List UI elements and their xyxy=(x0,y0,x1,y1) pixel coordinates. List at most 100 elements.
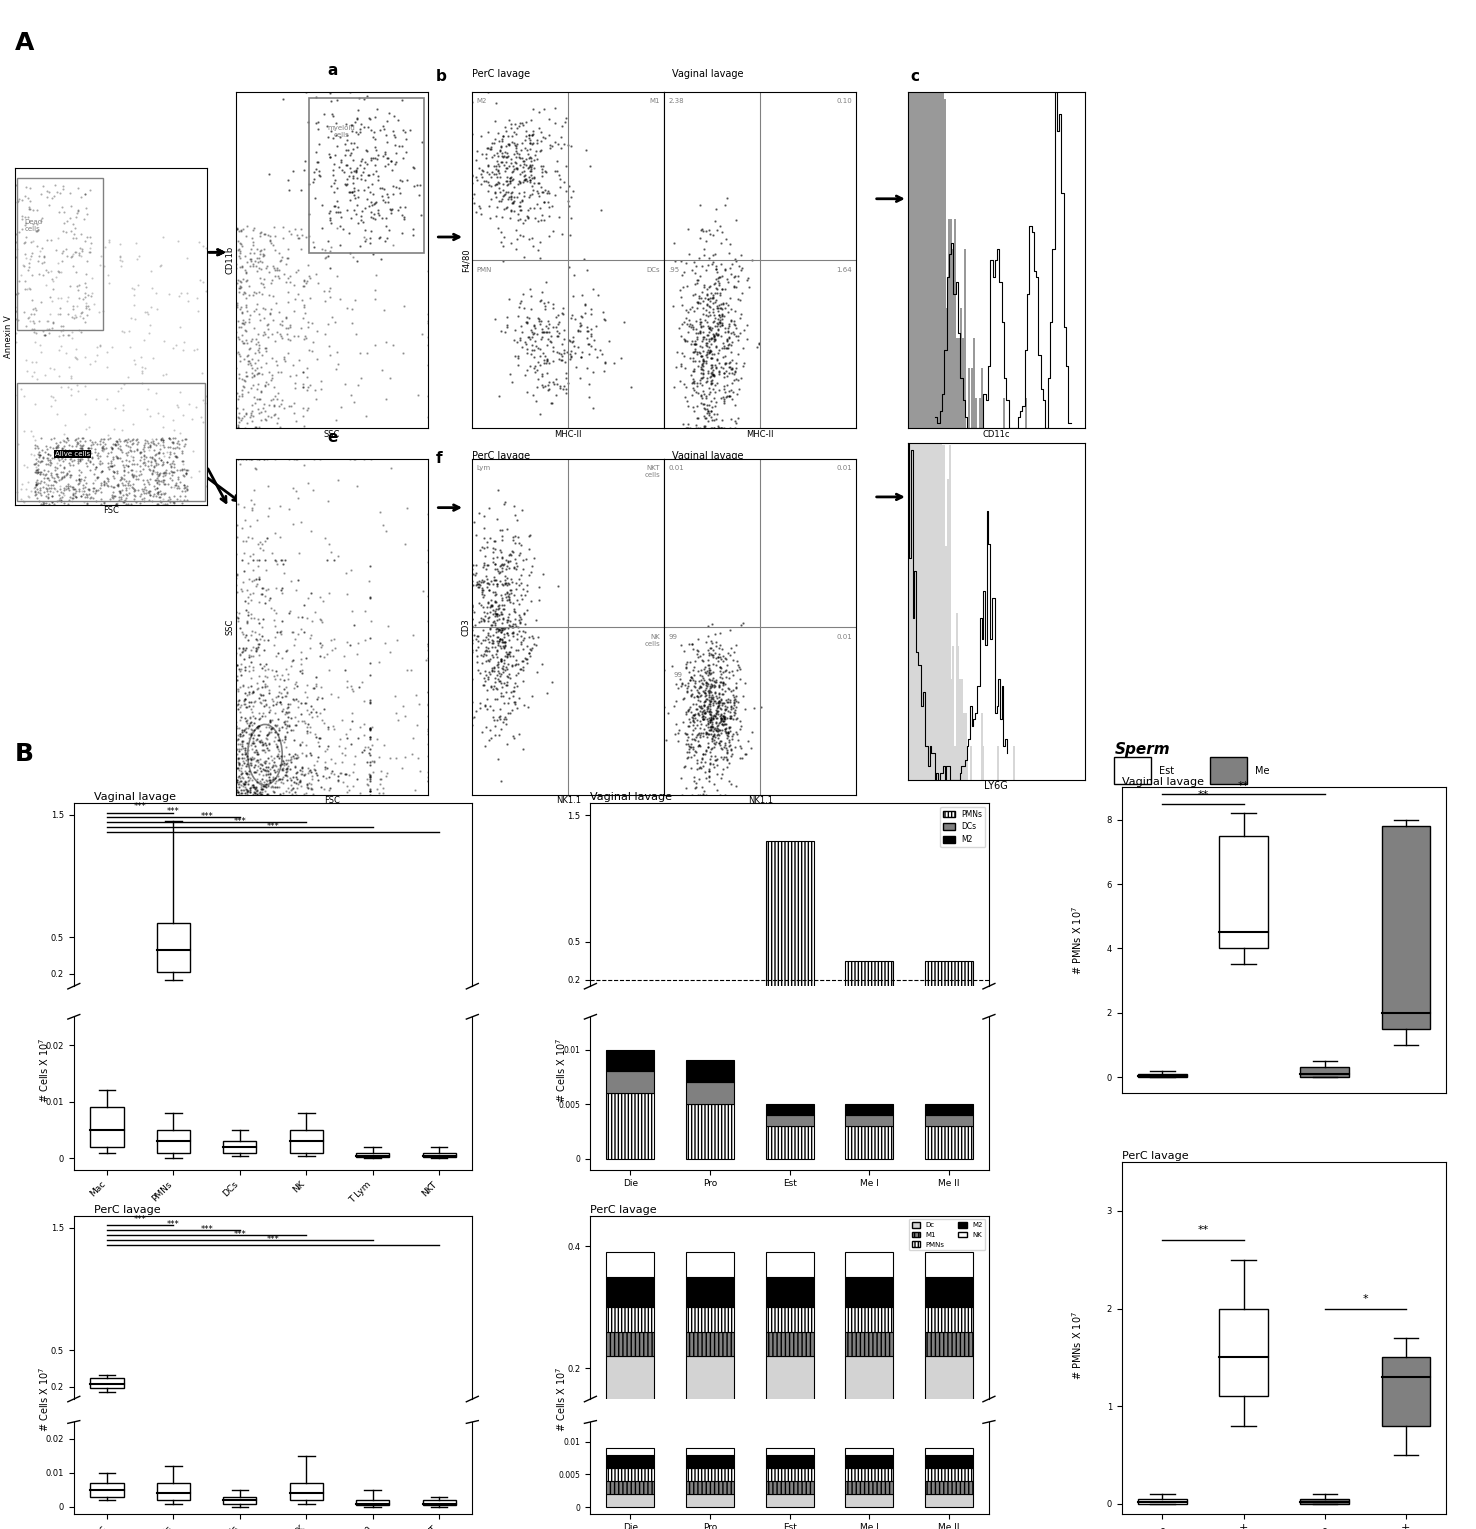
Point xyxy=(717,769,741,794)
Point xyxy=(105,491,128,515)
Point xyxy=(726,653,750,677)
Point xyxy=(711,291,735,315)
Point xyxy=(49,488,72,512)
Point xyxy=(707,307,731,332)
Point xyxy=(469,630,493,654)
Point xyxy=(226,446,249,471)
Point xyxy=(481,645,505,670)
Point xyxy=(230,281,254,306)
Point xyxy=(236,599,260,624)
Point xyxy=(365,147,388,171)
Point xyxy=(72,309,96,333)
Point xyxy=(474,564,497,589)
Point xyxy=(38,453,62,477)
Point xyxy=(53,446,77,471)
Point xyxy=(43,388,66,413)
Point xyxy=(706,402,729,427)
Point xyxy=(511,110,534,135)
Point xyxy=(140,459,164,483)
Bar xyxy=(1382,1358,1430,1425)
Point xyxy=(521,174,545,199)
Point xyxy=(477,647,500,671)
Point xyxy=(131,468,155,492)
Point xyxy=(248,222,272,246)
Point xyxy=(480,174,503,199)
Point xyxy=(111,417,134,442)
Point xyxy=(279,745,303,769)
Point xyxy=(246,567,270,592)
Point xyxy=(182,338,205,362)
Point xyxy=(598,329,621,353)
Point xyxy=(117,427,140,451)
Bar xyxy=(766,1482,813,1494)
Point xyxy=(52,239,75,263)
Point xyxy=(496,700,520,725)
Text: # Cells X 10$^7$: # Cells X 10$^7$ xyxy=(37,1038,52,1102)
Point xyxy=(279,691,303,716)
Bar xyxy=(289,1483,323,1500)
Point xyxy=(539,330,562,355)
Point xyxy=(525,191,549,216)
Point xyxy=(514,310,537,335)
Point xyxy=(276,693,300,717)
Point xyxy=(580,297,604,321)
Point xyxy=(714,722,738,746)
Point xyxy=(241,498,264,523)
Point xyxy=(700,661,723,685)
Point xyxy=(478,572,502,596)
Point xyxy=(74,346,97,370)
Point xyxy=(520,636,543,661)
Point xyxy=(719,350,742,375)
Point xyxy=(242,657,266,682)
Point xyxy=(273,702,297,726)
Point xyxy=(707,680,731,705)
Point xyxy=(68,304,92,329)
Point xyxy=(698,752,722,777)
Point xyxy=(114,468,137,492)
Point xyxy=(489,683,512,708)
Point xyxy=(49,474,72,498)
Point xyxy=(283,742,307,766)
Point xyxy=(12,254,35,278)
Point xyxy=(704,697,728,722)
Point xyxy=(673,326,697,350)
Point xyxy=(416,769,440,794)
Point xyxy=(477,665,500,690)
Point xyxy=(710,638,734,662)
Point xyxy=(30,235,53,260)
Point xyxy=(707,723,731,748)
Point xyxy=(121,463,145,488)
Point xyxy=(106,472,130,497)
Point xyxy=(359,118,382,142)
Point xyxy=(242,717,266,742)
Point xyxy=(227,766,251,790)
Point xyxy=(675,329,698,353)
Point xyxy=(47,430,71,454)
Point xyxy=(304,261,328,286)
Point xyxy=(44,479,68,503)
Point xyxy=(242,725,266,749)
Point xyxy=(707,269,731,294)
Point xyxy=(493,182,517,206)
Point xyxy=(620,375,644,399)
Point xyxy=(176,479,199,503)
Point xyxy=(472,734,496,758)
Point xyxy=(676,320,700,344)
Point xyxy=(80,485,103,509)
Point xyxy=(252,391,276,416)
Point xyxy=(373,190,397,214)
Text: B: B xyxy=(15,742,34,766)
Point xyxy=(24,472,47,497)
Point xyxy=(478,205,502,229)
Point xyxy=(236,754,260,778)
Point xyxy=(78,450,102,474)
Point xyxy=(325,356,348,381)
Point xyxy=(700,708,723,732)
Point xyxy=(238,274,261,298)
Point xyxy=(13,245,37,269)
Point xyxy=(255,772,279,797)
Point xyxy=(493,691,517,716)
Point xyxy=(703,723,726,748)
Point xyxy=(108,488,131,512)
Point xyxy=(676,714,700,739)
